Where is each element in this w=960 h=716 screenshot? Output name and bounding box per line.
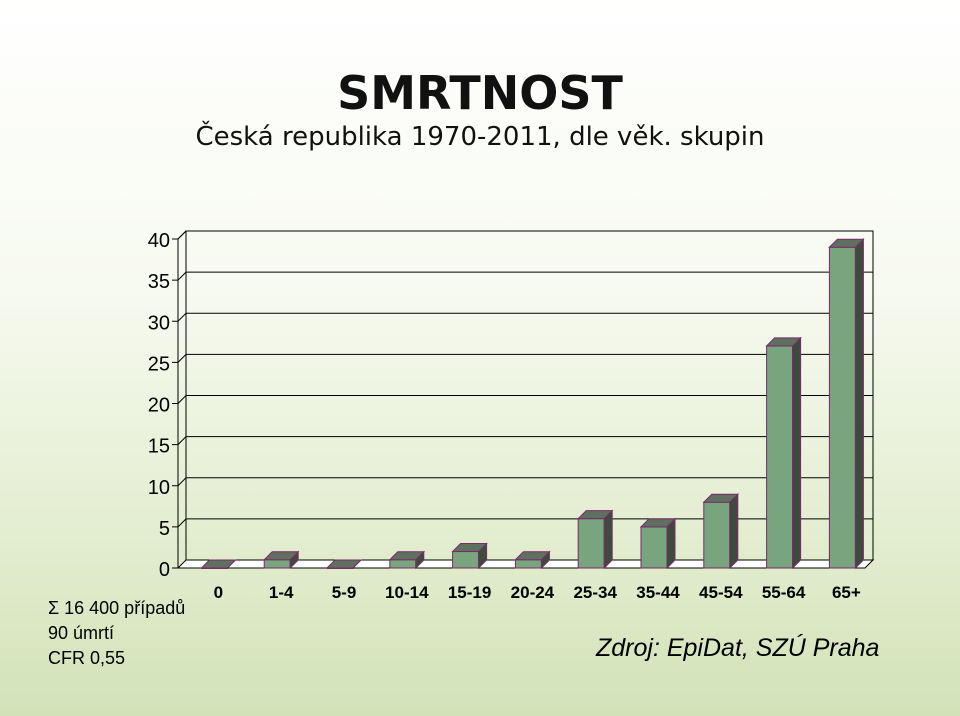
bar: [325, 559, 363, 569]
gridline: [177, 395, 873, 404]
x-tick-label: 20-24: [511, 583, 555, 602]
bar-side: [729, 492, 739, 570]
bar-front: [452, 551, 480, 569]
source-note: Zdroj: EpiDat, SZÚ Praha: [596, 634, 880, 662]
chart-title: SMRTNOST: [337, 66, 623, 120]
bar-front: [766, 345, 794, 569]
cfr-stat: CFR 0,55: [48, 648, 126, 668]
bar: [200, 559, 237, 569]
bar: [828, 238, 865, 570]
x-tick-label: 25-34: [573, 583, 617, 602]
gridline: [177, 477, 873, 487]
bar: [388, 550, 426, 570]
gridline: [177, 518, 873, 528]
bar: [702, 492, 740, 570]
bar-top: [514, 551, 551, 561]
bar: [262, 550, 300, 570]
y-tick-label: 25: [148, 353, 170, 375]
bar-front: [514, 559, 542, 569]
y-tick-label: 5: [159, 518, 170, 540]
y-tick-label: 20: [148, 395, 170, 417]
x-tick-label: 65+: [832, 583, 861, 602]
bar-front: [263, 559, 291, 569]
bar-top: [200, 559, 237, 569]
x-tick-label: 55-64: [762, 583, 806, 602]
x-tick-label: 1-4: [269, 583, 294, 602]
bar: [451, 542, 488, 570]
y-tick-label: 10: [148, 477, 170, 499]
bar-top: [262, 551, 300, 561]
bar-top: [639, 518, 677, 528]
bar-front: [703, 501, 731, 569]
y-tick-label: 15: [148, 436, 170, 458]
gridline: [177, 353, 873, 363]
bar: [639, 517, 677, 570]
gridline: [177, 230, 873, 240]
bar-front: [828, 246, 856, 569]
bar-top: [576, 510, 614, 520]
deaths-stat: 90 úmrtí: [48, 623, 115, 643]
bar: [576, 509, 614, 570]
gridline: [177, 312, 873, 322]
bar-front: [640, 526, 668, 569]
bar-top: [388, 551, 426, 561]
y-tick-label: 40: [148, 230, 170, 252]
bar-top: [702, 493, 740, 503]
x-tick-label: 0: [214, 583, 223, 602]
gridline: [177, 271, 873, 281]
bar: [765, 336, 802, 570]
x-tick-label: 5-9: [332, 583, 357, 602]
y-tick-label: 35: [148, 271, 170, 293]
y-tick-label: 30: [148, 312, 170, 334]
x-tick-label: 10-14: [385, 583, 429, 602]
bar: [514, 550, 551, 570]
x-tick-label: 35-44: [636, 583, 680, 602]
bar-front: [577, 518, 605, 569]
bar-top: [451, 543, 488, 553]
x-tick-label: 45-54: [699, 583, 743, 602]
y-axis-top: [177, 230, 187, 240]
bar-side: [603, 509, 613, 570]
gridline: [177, 436, 873, 445]
y-tick-label: 0: [159, 559, 170, 581]
bar-front: [389, 559, 417, 569]
bar-top: [325, 559, 363, 569]
bar-side: [792, 336, 802, 570]
bar-top: [828, 238, 865, 248]
cases-stat: Σ 16 400 případů: [48, 598, 186, 618]
bar-top: [765, 337, 802, 347]
x-tick-label: 15-19: [448, 583, 491, 602]
bar-side: [854, 238, 864, 570]
chart-subtitle: Česká republika 1970-2011, dle věk. skup…: [195, 122, 765, 152]
